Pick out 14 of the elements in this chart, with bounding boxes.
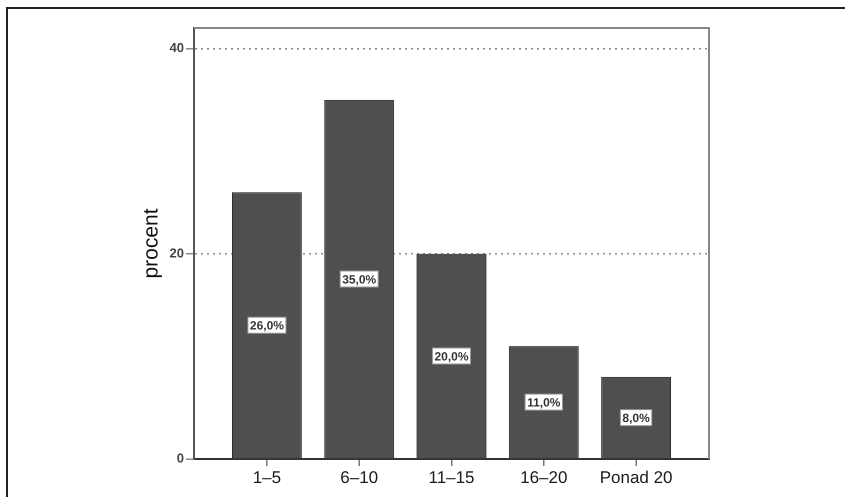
x-tick-label: 1–5 (252, 468, 282, 487)
data-label: 11,0% (527, 395, 561, 410)
x-tick-label: 16–20 (520, 468, 568, 487)
x-tick-label: Ponad 20 (600, 468, 672, 487)
y-tick-label: 20 (170, 245, 184, 260)
y-tick-label: 40 (170, 40, 184, 56)
data-label: 20,0% (434, 349, 469, 364)
data-label: 8,0% (622, 410, 650, 425)
y-tick-label: 0 (176, 450, 184, 466)
data-label: 26,0% (250, 318, 284, 333)
x-tick-label: 6–10 (340, 468, 378, 487)
data-label: 35,0% (342, 272, 377, 286)
y-axis-title: procent (139, 208, 162, 279)
x-tick-label: 11–15 (428, 468, 475, 487)
